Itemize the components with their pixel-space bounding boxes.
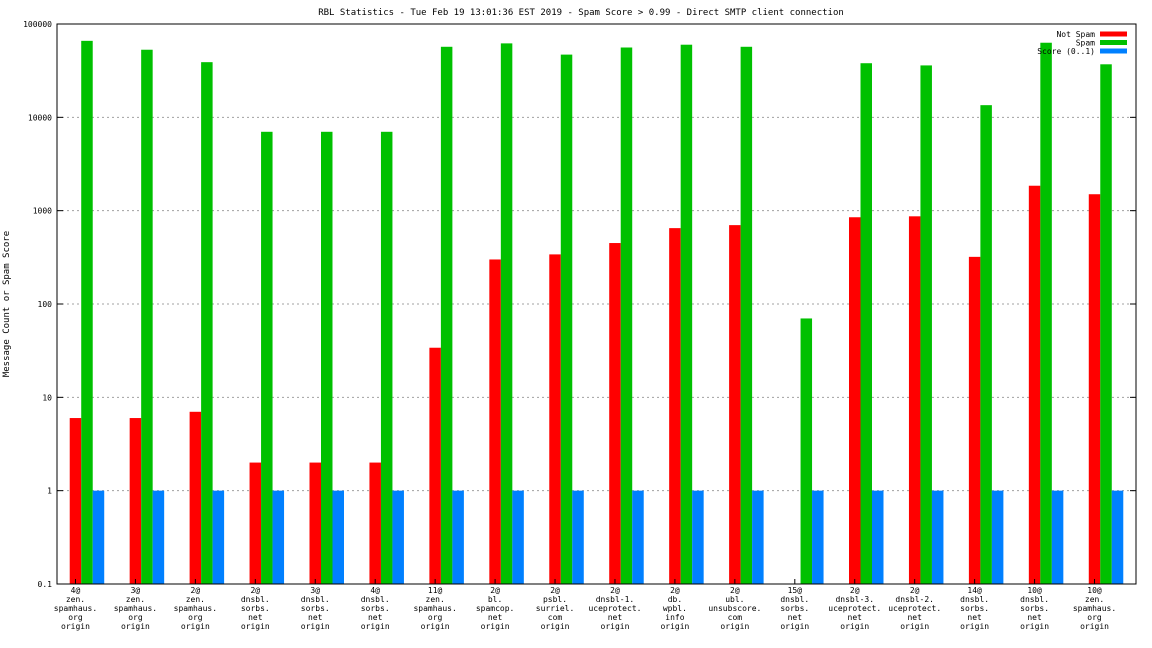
bar-spam: [1040, 42, 1052, 585]
bar-score-0-1: [512, 490, 524, 584]
bar-spam: [321, 131, 333, 585]
x-tick-label: 2@ dnsbl. sorbs. net origin: [241, 586, 270, 631]
x-tick-label: 10@ zen. spamhaus. org origin: [1073, 586, 1116, 631]
y-tick-label: 100000: [23, 20, 52, 29]
bar-score-0-1: [452, 490, 464, 584]
bar-score-0-1: [1111, 490, 1124, 584]
bar-score-0-1: [872, 490, 884, 584]
bar-not-spam: [1088, 194, 1101, 584]
bar-spam: [740, 46, 753, 584]
y-tick-label: 0.1: [38, 580, 53, 589]
bar-spam: [620, 47, 633, 585]
bar-score-0-1: [632, 490, 644, 584]
y-axis-ticks: 0.1 1 10 100 1000 10000 100000: [23, 20, 1136, 589]
bar-not-spam: [669, 228, 681, 584]
bar-series: [69, 40, 1124, 585]
bar-spam: [440, 46, 453, 584]
bar-spam: [1100, 64, 1112, 585]
bar-not-spam: [69, 418, 82, 584]
x-tick-label: 2@ dnsbl-3. uceprotect. net origin: [828, 586, 881, 631]
bar-spam: [500, 43, 513, 585]
legend-label: Score (0..1): [1037, 47, 1095, 56]
bar-score-0-1: [1051, 490, 1064, 584]
bar-not-spam: [309, 462, 321, 584]
bar-spam: [980, 105, 992, 584]
bar-spam: [81, 40, 93, 584]
y-tick-label: 100: [38, 300, 53, 309]
bar-score-0-1: [692, 490, 704, 584]
bar-score-0-1: [572, 490, 584, 584]
x-tick-label: 10@ dnsbl. sorbs. net origin: [1020, 586, 1049, 631]
x-tick-label: 4@ dnsbl. sorbs. net origin: [361, 586, 390, 631]
bar-not-spam: [489, 259, 501, 584]
bar-not-spam: [968, 256, 981, 584]
chart-title: RBL Statistics - Tue Feb 19 13:01:36 EST…: [318, 8, 844, 18]
legend-swatch: [1100, 40, 1127, 45]
x-tick-label: 4@ zen. spamhaus. org origin: [54, 586, 97, 631]
bar-not-spam: [849, 217, 861, 585]
y-tick-label: 1000: [33, 207, 52, 216]
bar-not-spam: [369, 462, 381, 584]
y-tick-label: 1: [47, 487, 52, 496]
bar-spam: [680, 44, 693, 585]
bar-score-0-1: [92, 490, 105, 584]
bar-score-0-1: [272, 490, 285, 584]
bar-score-0-1: [152, 490, 165, 584]
bar-score-0-1: [392, 490, 404, 584]
bar-spam: [141, 49, 153, 584]
x-tick-label: 11@ zen. spamhaus. org origin: [413, 586, 456, 631]
y-tick-label: 10000: [28, 113, 52, 122]
x-tick-label: 2@ psbl. surriel. com origin: [536, 586, 575, 631]
bar-score-0-1: [212, 490, 225, 584]
bar-spam: [920, 65, 932, 585]
legend-swatch: [1100, 48, 1127, 54]
bar-score-0-1: [812, 490, 824, 584]
plot-frame: [56, 23, 1137, 585]
x-tick-label: 2@ ubl. unsubscore. com origin: [708, 586, 761, 631]
x-tick-label: 3@ dnsbl. sorbs. net origin: [301, 586, 330, 631]
legend-swatch: [1100, 31, 1127, 37]
x-tick-label: 2@ bl. spamcop. net origin: [476, 586, 515, 631]
y-tick-label: 10: [42, 393, 52, 402]
x-tick-label: 3@ zen. spamhaus. org origin: [114, 586, 157, 631]
bar-score-0-1: [332, 490, 344, 584]
bar-spam: [560, 54, 573, 585]
bar-not-spam: [908, 216, 921, 585]
bar-not-spam: [609, 243, 621, 584]
x-tick-label: 2@ db. wpbl. info origin: [660, 586, 689, 631]
bar-not-spam: [729, 225, 741, 584]
bar-not-spam: [189, 411, 202, 584]
bar-score-0-1: [752, 490, 764, 584]
bar-score-0-1: [991, 490, 1004, 584]
bar-spam: [201, 62, 213, 585]
bar-spam: [380, 131, 393, 585]
bar-not-spam: [429, 347, 441, 584]
legend-label: Not Spam: [1056, 30, 1095, 39]
x-tick-label: 14@ dnsbl. sorbs. net origin: [960, 586, 989, 631]
bar-not-spam: [129, 418, 142, 584]
bar-spam: [860, 63, 872, 584]
bar-not-spam: [1028, 185, 1041, 584]
bar-spam: [800, 318, 813, 584]
x-tick-label: 2@ dnsbl-2. uceprotect. net origin: [888, 586, 941, 631]
x-tick-label: 15@ dnsbl. sorbs. net origin: [780, 586, 809, 631]
bar-not-spam: [549, 254, 561, 584]
bar-not-spam: [249, 462, 262, 584]
bar-score-0-1: [931, 490, 944, 584]
x-tick-label: 2@ dnsbl-1. uceprotect. net origin: [588, 586, 641, 631]
x-axis-labels: 4@ zen. spamhaus. org origin 3@ zen. spamhaus. o…: [54, 579, 1116, 631]
legend-label: Spam: [1076, 39, 1095, 48]
y-axis-label: Message Count or Spam Score: [2, 231, 12, 377]
x-tick-label: 2@ zen. spamhaus. org origin: [174, 586, 217, 631]
bar-spam: [261, 131, 273, 585]
